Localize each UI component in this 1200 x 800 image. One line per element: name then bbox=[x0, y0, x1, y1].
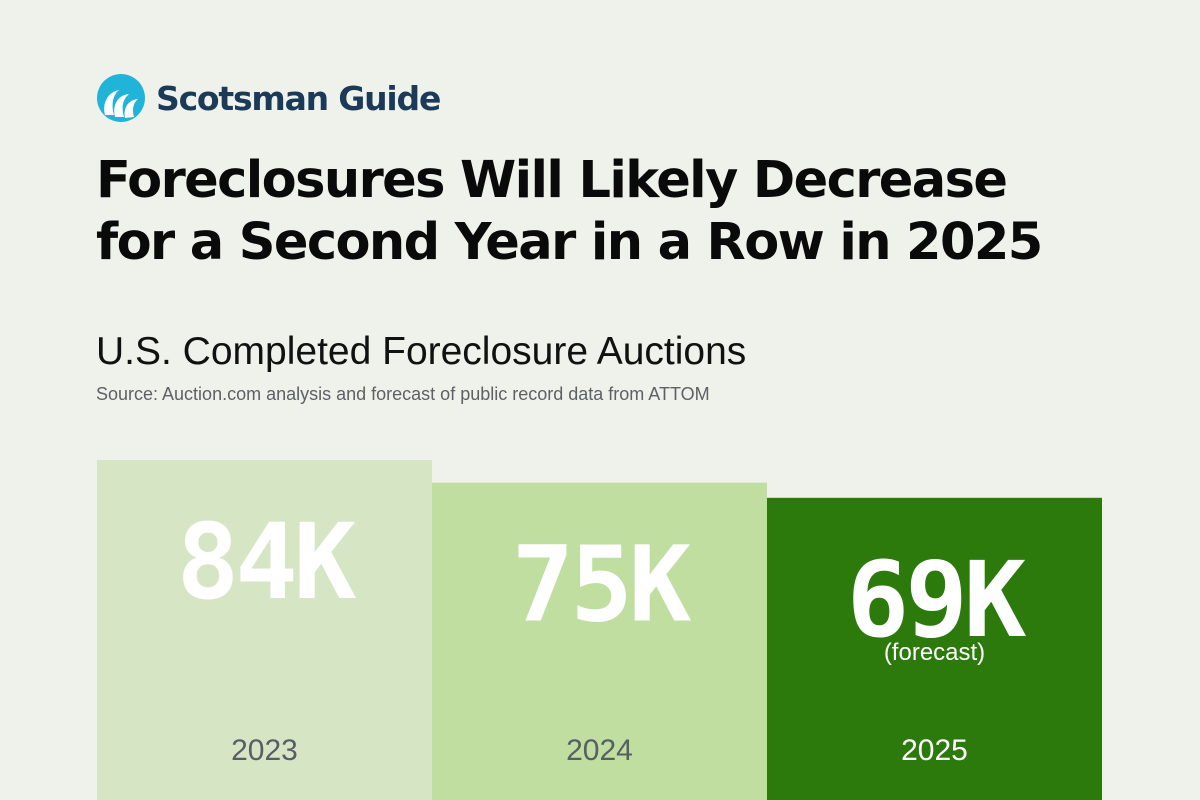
bar-note-label: (forecast) bbox=[884, 639, 985, 666]
bar-2023 bbox=[97, 460, 432, 800]
bar-value-label: 75K bbox=[512, 524, 692, 646]
brand-name: Scotsman Guide bbox=[156, 78, 441, 118]
category-label: 2024 bbox=[566, 734, 633, 767]
bar-value-label: 69K bbox=[847, 539, 1027, 661]
chart-source: Source: Auction.com analysis and forecas… bbox=[96, 384, 710, 404]
category-label: 2023 bbox=[231, 734, 298, 767]
wave-icon bbox=[97, 74, 145, 122]
headline: Foreclosures Will Likely Decrease for a … bbox=[96, 150, 1136, 274]
chart-title: U.S. Completed Foreclosure Auctions bbox=[96, 330, 747, 373]
category-label: 2025 bbox=[901, 734, 968, 767]
brand-logo: Scotsman Guide bbox=[96, 72, 441, 124]
headline-line-2: for a Second Year in a Row in 2025 bbox=[96, 213, 1043, 272]
bar-2024 bbox=[432, 482, 767, 800]
headline-line-1: Foreclosures Will Likely Decrease bbox=[96, 151, 1008, 210]
bar-value-label: 84K bbox=[177, 501, 357, 623]
bar-2025 bbox=[767, 497, 1102, 800]
